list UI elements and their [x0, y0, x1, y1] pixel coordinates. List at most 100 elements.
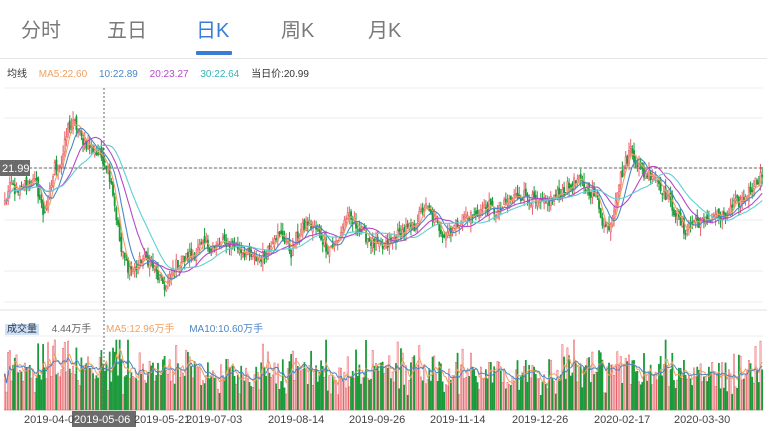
candle-body	[481, 208, 484, 211]
candle-body	[405, 225, 407, 236]
tab-weekly-k[interactable]: 周K	[281, 20, 315, 42]
candle-body	[443, 234, 446, 238]
volume-bar	[703, 376, 705, 411]
candle-body	[521, 198, 524, 201]
candle-body	[421, 207, 424, 213]
volume-bar	[614, 364, 617, 411]
volume-bar	[77, 380, 79, 411]
volume-bar	[371, 349, 374, 411]
candle-body	[290, 250, 293, 258]
volume-bar	[473, 369, 476, 411]
tab-five-day[interactable]: 五日	[107, 20, 147, 42]
candle-body	[649, 172, 652, 180]
volume-bar	[628, 354, 630, 411]
candle-body	[633, 150, 635, 163]
legend-ma20: 20:23.27	[149, 69, 189, 80]
volume-bar	[120, 359, 123, 411]
candle-body	[158, 275, 161, 279]
candle-body	[190, 248, 193, 256]
volume-bar	[686, 378, 689, 411]
candle-body	[491, 200, 494, 206]
tab-intraday[interactable]: 分时	[21, 20, 61, 42]
candle-body	[196, 246, 199, 251]
volume-bar	[558, 378, 560, 411]
volume-bar	[340, 367, 342, 411]
candle-body	[73, 119, 76, 122]
legend-ma5: MA5:22.60	[38, 69, 88, 80]
candle-body	[536, 199, 539, 207]
volume-bar	[57, 372, 59, 411]
candle-body	[423, 207, 426, 210]
candle-body	[358, 228, 361, 231]
volume-bar	[43, 367, 46, 411]
candle-body	[393, 236, 396, 239]
candle-body	[574, 180, 577, 184]
volume-bar	[386, 367, 389, 411]
candle-body	[148, 257, 151, 270]
volume-bar	[190, 366, 193, 411]
candle-body	[573, 177, 576, 190]
volume-bar	[673, 380, 675, 411]
volume-bar	[599, 352, 602, 411]
candle-body	[8, 182, 11, 191]
candle-body	[569, 185, 572, 187]
volume-bar	[757, 382, 760, 411]
volume-bar	[73, 374, 76, 411]
x-tick-label: 2019-11-14	[430, 414, 485, 426]
tab-monthly-k[interactable]: 月K	[368, 20, 402, 42]
volume-bar	[481, 378, 484, 411]
candle-body	[638, 162, 640, 170]
candle-body	[759, 172, 762, 187]
volume-bar	[330, 393, 332, 411]
candle-body	[68, 120, 71, 131]
volume-bar	[42, 344, 44, 411]
candle-body	[589, 192, 592, 198]
volume-bar	[593, 374, 595, 411]
volume-bar	[381, 361, 384, 411]
volume-bar	[105, 363, 108, 411]
candle-body	[616, 192, 619, 204]
volume-bar	[468, 376, 471, 411]
volume-bar	[726, 391, 729, 411]
volume-bar	[598, 350, 600, 411]
volume-bar	[175, 345, 178, 411]
candle-body	[186, 252, 189, 261]
candle-body	[503, 199, 506, 205]
volume-bar	[250, 386, 253, 411]
candle-body	[418, 210, 421, 223]
volume-bar	[626, 361, 629, 411]
volume-bar	[338, 367, 341, 411]
tab-daily-k[interactable]: 日K	[196, 20, 230, 42]
candle-body	[533, 191, 536, 199]
volume-label: 成交量	[5, 324, 39, 335]
volume-bar	[594, 371, 597, 411]
volume-bar	[395, 363, 397, 411]
candle-body	[756, 180, 759, 185]
volume-bar	[406, 394, 409, 411]
volume-bar	[742, 378, 745, 411]
volume-bar	[12, 364, 15, 411]
volume-bar	[258, 389, 261, 411]
volume-bar	[150, 365, 153, 411]
volume-bar	[80, 357, 83, 411]
volume-bar	[696, 366, 699, 411]
volume-bar	[118, 339, 121, 411]
volume-bar	[446, 385, 449, 411]
legend-ma30: 30:22.64	[200, 69, 240, 80]
volume-bar	[737, 354, 740, 411]
candle-body	[687, 223, 690, 229]
volume-bar	[63, 342, 66, 411]
volume-bar	[47, 342, 49, 411]
volume-bar	[97, 377, 99, 411]
volume-bar	[138, 352, 141, 411]
candle-body	[268, 245, 271, 247]
volume-bar	[428, 368, 431, 411]
volume-bar	[756, 370, 759, 411]
volume-bar	[603, 392, 605, 411]
volume-bar	[396, 341, 399, 411]
volume-bar	[117, 375, 119, 411]
volume-bar	[345, 387, 347, 411]
candle-body	[463, 216, 466, 219]
candle-body	[514, 193, 517, 195]
